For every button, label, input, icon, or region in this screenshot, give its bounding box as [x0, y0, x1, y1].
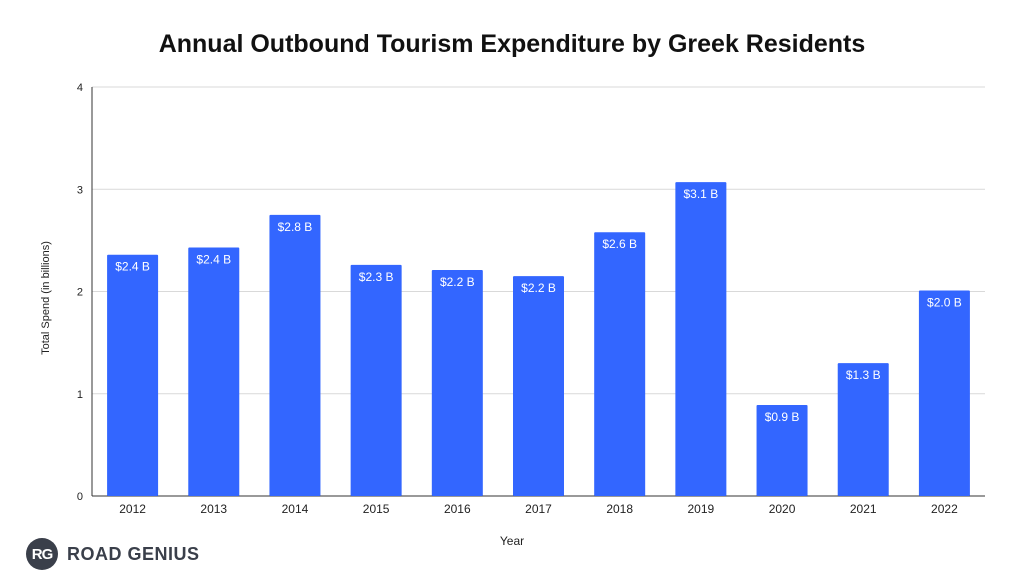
- data-label: $2.4 B: [196, 253, 231, 267]
- x-tick-label: 2015: [363, 502, 390, 516]
- bar: [107, 254, 159, 496]
- y-tick-label: 2: [77, 287, 83, 299]
- x-tick-label: 2022: [931, 502, 958, 516]
- x-tick-label: 2020: [769, 502, 796, 516]
- data-label: $2.2 B: [521, 281, 556, 295]
- logo-badge: RG: [26, 538, 58, 570]
- y-tick-label: 3: [77, 184, 83, 196]
- data-label: $2.6 B: [602, 237, 637, 251]
- data-label: $2.0 B: [927, 295, 962, 309]
- x-tick-label: 2016: [444, 502, 471, 516]
- bar: [188, 247, 240, 496]
- x-axis-label: Year: [499, 534, 525, 548]
- data-label: $1.3 B: [846, 368, 881, 382]
- bar: [756, 404, 808, 496]
- y-tick-label: 1: [77, 389, 83, 401]
- bar: [269, 214, 321, 496]
- x-tick-label: 2012: [119, 502, 146, 516]
- data-label: $3.1 B: [684, 187, 719, 201]
- x-tick-label: 2021: [850, 502, 877, 516]
- x-tick-label: 2019: [688, 502, 715, 516]
- data-label: $2.3 B: [359, 270, 394, 284]
- data-label: $2.4 B: [115, 260, 150, 274]
- data-label: $2.8 B: [278, 220, 313, 234]
- bar: [431, 270, 483, 496]
- x-tick-label: 2013: [200, 502, 227, 516]
- bar: [918, 290, 970, 496]
- bar: [513, 276, 564, 496]
- bar: [675, 182, 727, 496]
- y-tick-label: 4: [77, 82, 83, 94]
- chart-title: Annual Outbound Tourism Expenditure by G…: [158, 30, 866, 58]
- bar: [350, 264, 402, 496]
- x-tick-label: 2017: [525, 502, 552, 516]
- road-genius-logo: RG ROAD GENIUS: [26, 538, 200, 570]
- y-tick-label: 0: [77, 491, 83, 503]
- x-tick-label: 2014: [282, 502, 309, 516]
- y-axis-label: Total Spend (in billions): [40, 241, 52, 355]
- bar: [594, 232, 646, 496]
- x-tick-label: 2018: [606, 502, 633, 516]
- bar: [837, 363, 889, 496]
- data-label: $2.2 B: [440, 275, 475, 289]
- data-label: $0.9 B: [765, 410, 800, 424]
- logo-text: ROAD GENIUS: [67, 543, 200, 564]
